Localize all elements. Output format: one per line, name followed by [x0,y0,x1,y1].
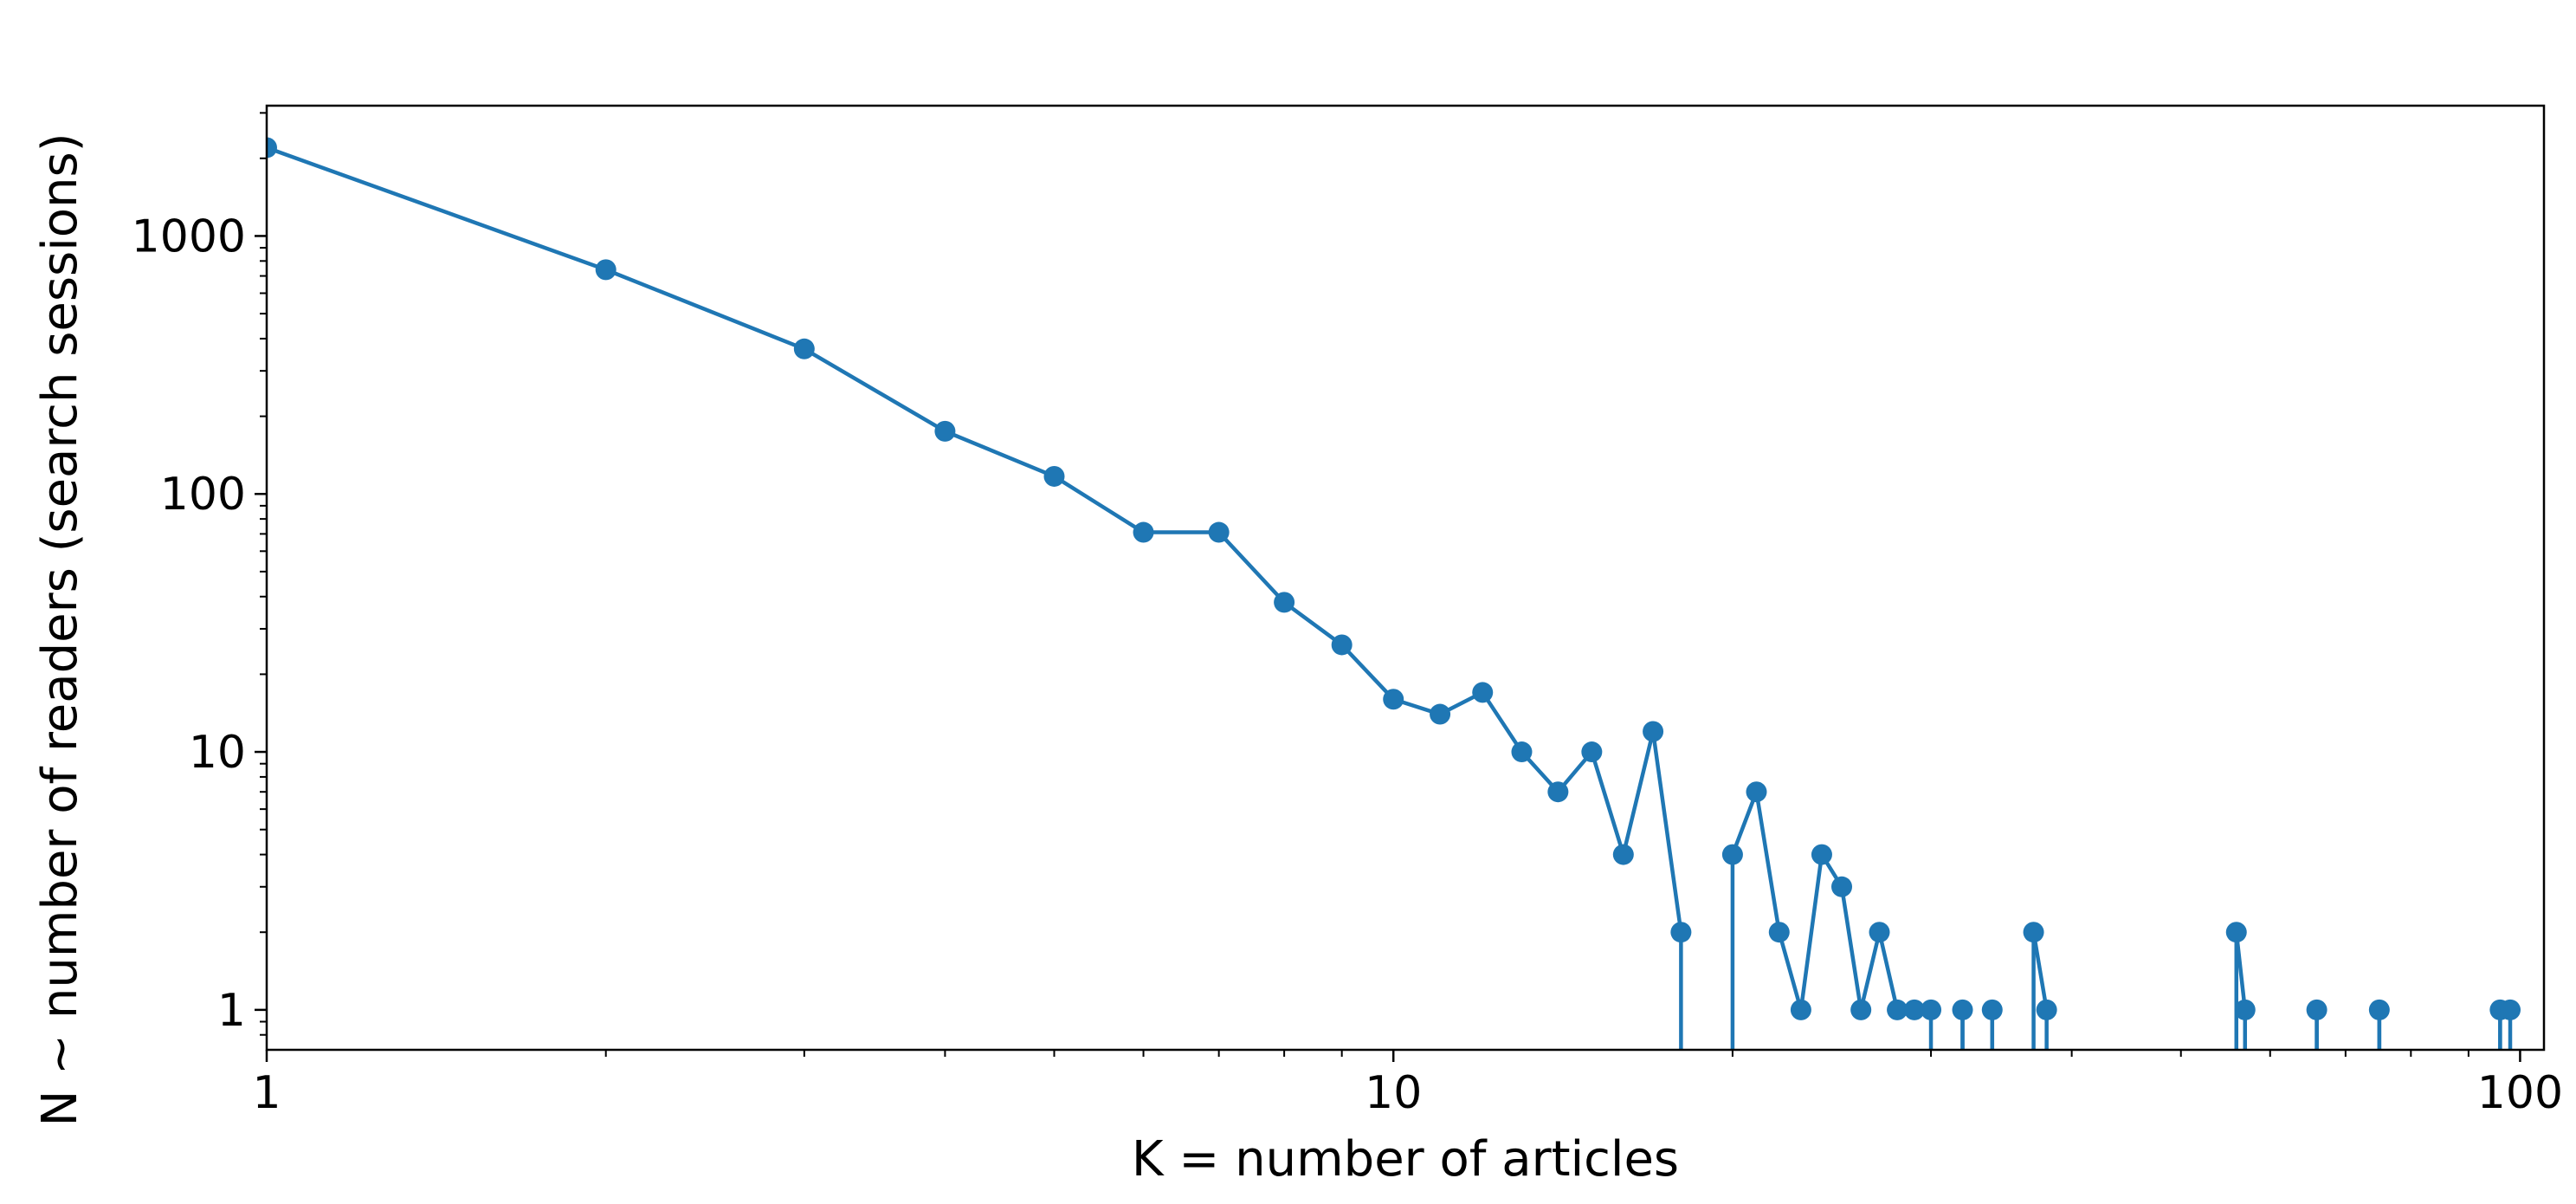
series-line-segment [943,429,1056,479]
data-point [793,338,815,359]
data-point [1612,844,1634,865]
data-point [1331,634,1353,656]
y-axis-label: N ~ number of readers (search sessions) [32,133,88,1126]
series-line-segment [267,146,608,272]
data-point [2023,922,2044,943]
data-point [1430,703,1451,725]
series-line-segment [1777,929,1804,1013]
data-point [1043,465,1065,487]
data-point [1746,781,1767,803]
x-axis-label: K = number of articles [1132,1131,1679,1188]
series-line-segment [1730,789,1759,857]
data-point [2306,999,2327,1020]
series-line-segment [1858,929,1882,1013]
y-tick-label: 1000 [132,210,246,262]
series-line-segment [802,346,947,434]
series-line-segment [1052,474,1146,534]
series-line-segment [1480,690,1524,754]
data-point [2368,999,2390,1020]
data-point [2225,922,2247,943]
x-tick-label: 1 [252,1067,281,1119]
tick-layer: 1 10 100 1 10 100 1000 [132,112,2563,1119]
data-point [2234,999,2256,1020]
data-point [1670,922,1692,943]
data-point [1790,999,1811,1020]
y-tick-label: 100 [160,469,246,521]
data-point [1133,521,1154,543]
series-line-segment [2031,929,2049,1013]
series-line-segment [604,268,807,352]
data-point [1383,689,1404,710]
axes-frame [265,104,2546,1052]
data-point [934,420,956,442]
data-point [2500,999,2521,1020]
x-tick-label: 100 [2477,1067,2563,1119]
series-line-segment [1877,929,1900,1013]
data-point [1952,999,1973,1020]
data-point [1811,844,1832,865]
series-line-segment [1754,789,1782,935]
data-point [1903,999,1925,1020]
y-tick-label: 1 [217,985,246,1037]
data-point [1581,741,1603,763]
data-point [1511,741,1533,763]
series-line-segment [1282,600,1344,647]
data-point [1869,922,1890,943]
series-line-segment [2234,929,2248,1013]
data-point [1208,521,1230,543]
data-point [1472,682,1494,703]
data-point [1981,999,2003,1020]
data-point [1643,721,1664,742]
series-line-segment [1650,729,1683,935]
series-line-segment [1590,749,1626,857]
data-point [1547,781,1569,803]
series-line-segment [1340,643,1396,702]
x-tick-label: 10 [1365,1067,1422,1119]
data-point [267,137,277,159]
data-point [1831,876,1853,897]
y-tick-label: 10 [189,727,246,779]
data-point [1721,844,1743,865]
data-point [1921,999,1942,1020]
data-point [595,259,617,281]
data-point [1274,592,1295,613]
data-point [1887,999,1908,1020]
series-line-segment [1621,729,1656,857]
data-point [1768,922,1790,943]
series-line-segment [1217,530,1287,605]
data-point [2036,999,2057,1020]
data-point [1850,999,1872,1020]
series-group [267,137,2521,1050]
series-line-segment [1839,884,1863,1013]
plot-layer [267,137,2521,1050]
series-line-segment [1798,852,1824,1013]
